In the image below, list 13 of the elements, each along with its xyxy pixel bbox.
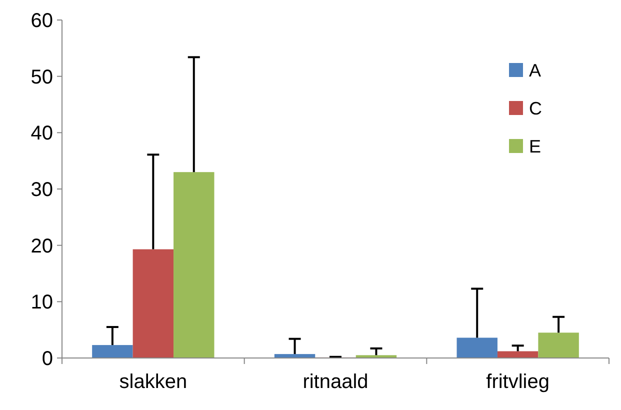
x-tick-label: ritnaald bbox=[302, 371, 368, 393]
legend-label: A bbox=[529, 60, 542, 80]
x-tick-label: slakken bbox=[119, 371, 188, 393]
legend-label: C bbox=[529, 98, 542, 118]
y-tick-label: 50 bbox=[30, 66, 53, 88]
y-tick-label: 40 bbox=[30, 122, 53, 145]
y-tick-label: 20 bbox=[30, 235, 53, 258]
y-tick-label: 60 bbox=[30, 10, 53, 32]
x-tick-label: fritvlieg bbox=[486, 371, 550, 393]
y-tick-label: 30 bbox=[30, 179, 53, 201]
legend-label: E bbox=[529, 136, 542, 156]
y-tick-label: 10 bbox=[30, 292, 53, 314]
y-tick-label: 0 bbox=[42, 348, 53, 370]
